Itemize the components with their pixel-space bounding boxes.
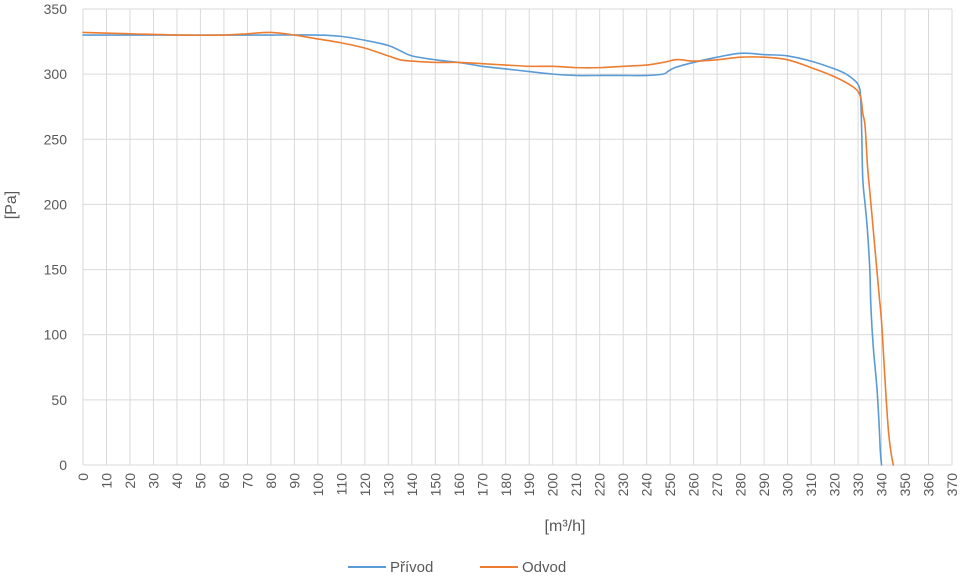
x-tick-label: 0	[75, 473, 91, 481]
x-tick-label: 50	[192, 473, 208, 489]
x-tick-label: 270	[709, 473, 725, 497]
x-tick-label: 310	[803, 473, 819, 497]
x-tick-label: 160	[451, 473, 467, 497]
y-tick-label: 100	[44, 327, 68, 343]
x-tick-label: 280	[733, 473, 749, 497]
x-tick-label: 290	[756, 473, 772, 497]
x-tick-label: 120	[357, 473, 373, 497]
x-tick-label: 110	[333, 473, 349, 496]
y-tick-label: 350	[44, 1, 68, 17]
x-tick-label: 80	[263, 473, 279, 489]
x-tick-label: 190	[521, 473, 537, 497]
y-tick-label: 0	[59, 457, 67, 473]
x-tick-label: 340	[874, 473, 890, 497]
y-axis-title: [Pa]	[3, 191, 20, 219]
x-axis-ticks: 0 10 20 30 40 50 60 70 80 90 100 110 120 130 140 150 160…	[75, 473, 960, 497]
x-tick-label: 90	[286, 473, 302, 489]
legend-label-odvod: Odvod	[522, 559, 566, 576]
series-lines	[82, 31, 895, 466]
x-tick-label: 240	[639, 473, 655, 497]
x-tick-label: 170	[474, 473, 490, 497]
legend-label-privod: Přívod	[390, 559, 433, 576]
x-tick-label: 250	[662, 473, 678, 497]
y-tick-label: 150	[44, 262, 68, 278]
legend: Přívod Odvod	[348, 559, 566, 576]
x-axis-title: [m³/h]	[545, 518, 586, 535]
series-line-odvod	[82, 31, 895, 466]
x-tick-label: 130	[380, 473, 396, 497]
x-tick-label: 140	[404, 473, 420, 497]
x-tick-label: 100	[310, 473, 326, 497]
x-tick-label: 70	[239, 473, 255, 489]
x-tick-label: 320	[827, 473, 843, 497]
x-tick-label: 330	[850, 473, 866, 497]
x-tick-label: 300	[780, 473, 796, 497]
y-axis-ticks: 0 50 100 150 200 250 300 350	[44, 1, 68, 473]
x-tick-label: 230	[615, 473, 631, 497]
x-tick-label: 370	[944, 473, 960, 497]
x-tick-label: 360	[921, 473, 937, 497]
x-tick-label: 180	[498, 473, 514, 497]
y-tick-label: 50	[51, 392, 67, 408]
x-tick-label: 350	[897, 473, 913, 497]
y-tick-label: 300	[44, 66, 68, 82]
x-tick-label: 210	[568, 473, 584, 497]
x-tick-label: 150	[427, 473, 443, 497]
x-tick-label: 220	[592, 473, 608, 497]
series-line-privod	[82, 34, 883, 466]
x-tick-label: 10	[98, 473, 114, 489]
x-tick-label: 20	[122, 473, 138, 489]
x-tick-label: 40	[169, 473, 185, 489]
x-tick-label: 260	[686, 473, 702, 497]
x-tick-label: 60	[216, 473, 232, 489]
y-tick-label: 250	[44, 131, 68, 147]
x-tick-label: 30	[145, 473, 161, 489]
y-tick-label: 200	[44, 196, 68, 212]
gridlines	[82, 8, 953, 466]
x-tick-label: 200	[545, 473, 561, 497]
